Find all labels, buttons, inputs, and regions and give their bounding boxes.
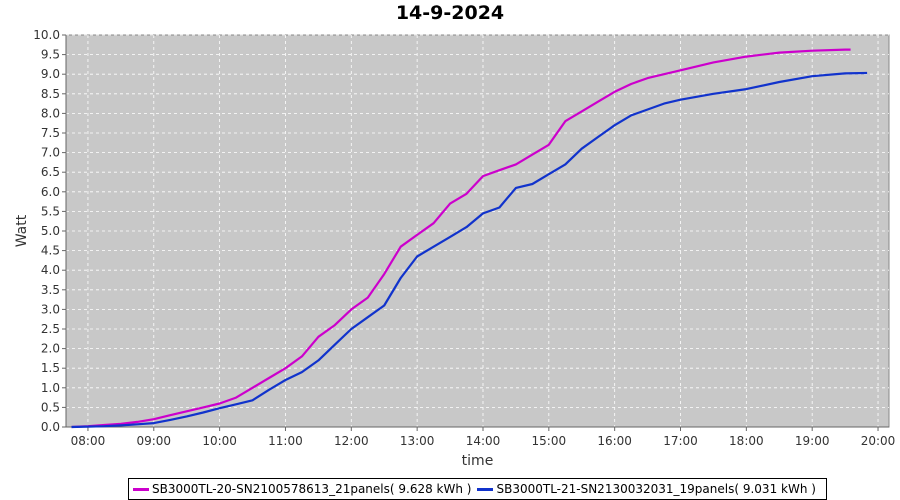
plot-area (65, 34, 890, 428)
y-tick-label: 10.0 (33, 28, 60, 42)
series-line-1 (71, 48, 851, 429)
y-tick-label: 0.0 (41, 420, 60, 434)
x-tick-label: 11:00 (268, 434, 303, 448)
y-tick-label: 2.5 (41, 322, 60, 336)
y-tick-label: 6.5 (41, 165, 60, 179)
x-tick-label: 17:00 (663, 434, 698, 448)
series-line-2 (71, 71, 868, 429)
y-tick-label: 1.0 (41, 381, 60, 395)
chart-svg: 0.0 0.5 1.0 1.5 2.0 2.5 3.0 3.5 4.0 4.5 5.0 5.5 6.0 6… (14, 28, 896, 469)
x-tick-label: 08:00 (71, 434, 106, 448)
y-tick-label: 5.5 (41, 204, 60, 218)
x-axis-label: time (462, 453, 494, 469)
y-axis-label: Watt (14, 214, 30, 247)
y-tick-label: 4.5 (41, 244, 60, 258)
legend-label: SB3000TL-21-SN2130032031_19panels( 9.031… (496, 482, 816, 496)
x-tick-label: 13:00 (400, 434, 435, 448)
y-tick-label: 0.5 (41, 400, 60, 414)
x-tick-label: 14:00 (466, 434, 501, 448)
y-tick-label: 7.5 (41, 126, 60, 140)
legend-swatch (477, 487, 494, 491)
y-tick-label: 8.5 (41, 87, 60, 101)
y-tick-label: 2.0 (41, 342, 60, 356)
x-tick-label: 15:00 (532, 434, 567, 448)
legend-item-2: SB3000TL-21-SN2130032031_19panels( 9.031… (477, 482, 816, 496)
y-tick-label: 3.0 (41, 302, 60, 316)
y-tick-label: 3.5 (41, 283, 60, 297)
y-tick-label: 8.0 (41, 106, 60, 120)
x-tick-label: 19:00 (795, 434, 830, 448)
x-tick-label: 18:00 (729, 434, 764, 448)
legend-item-1: SB3000TL-20-SN2100578613_21panels( 9.628… (133, 482, 471, 496)
y-tick-label: 6.0 (41, 185, 60, 199)
chart-title: 14-9-2024 (395, 2, 505, 24)
x-tick-label: 12:00 (334, 434, 369, 448)
x-tick-label: 10:00 (202, 434, 237, 448)
y-tick-label: 4.0 (41, 263, 60, 277)
legend-label: SB3000TL-20-SN2100578613_21panels( 9.628… (152, 482, 472, 496)
y-tick-label: 1.5 (41, 361, 60, 375)
chart-legend: SB3000TL-20-SN2100578613_21panels( 9.628… (128, 478, 827, 500)
y-tick-label: 5.0 (41, 224, 60, 238)
legend-swatch (133, 487, 149, 491)
y-tick-label: 9.5 (41, 48, 60, 62)
y-tick-label: 9.0 (41, 67, 60, 81)
y-tick-label: 7.0 (41, 146, 60, 160)
x-tick-label: 16:00 (597, 434, 632, 448)
x-tick-label: 09:00 (136, 434, 171, 448)
x-tick-label: 20:00 (861, 434, 896, 448)
